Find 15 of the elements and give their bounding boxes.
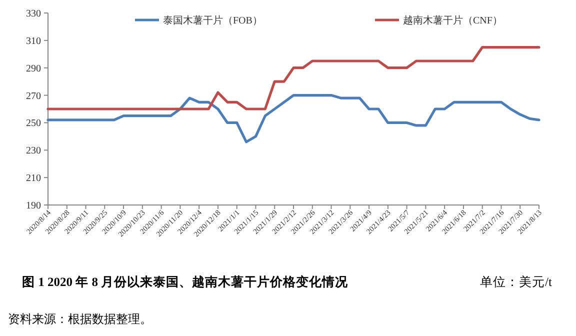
y-tick-label: 290 bbox=[26, 63, 41, 74]
text: 图 1 2020 年 8 月份以来泰国、越南木薯干片价格变化情况 bbox=[22, 274, 350, 289]
text: 单位：美元/t bbox=[480, 274, 552, 289]
text: 资料来源：根据数据整理。 bbox=[8, 312, 152, 326]
y-tick-label: 250 bbox=[26, 118, 41, 130]
y-tick-label: 190 bbox=[26, 200, 41, 212]
y-tick-label: 310 bbox=[26, 36, 41, 47]
y-tick-label: 330 bbox=[26, 8, 41, 20]
y-tick-label: 210 bbox=[26, 173, 41, 184]
y-tick-label: 270 bbox=[26, 90, 41, 102]
line-series bbox=[46, 46, 540, 110]
legend-label: 泰国木薯干片（FOB） bbox=[163, 14, 262, 26]
legend-label: 越南木薯干片（CNF） bbox=[403, 14, 502, 26]
y-tick-label: 230 bbox=[26, 146, 41, 157]
line-series bbox=[46, 94, 540, 144]
